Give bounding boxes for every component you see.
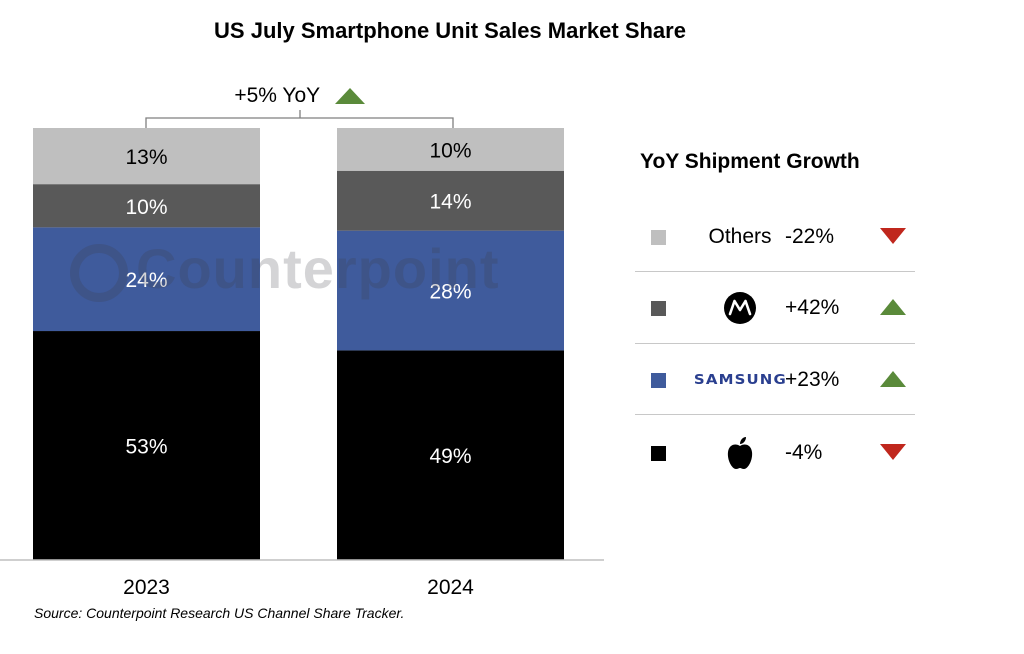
samsung-wordmark: SAMSUNG [693,372,787,388]
legend-brand-logo [685,417,795,489]
down-triangle-icon [880,228,906,244]
yoy-total-text: +5% YoY [234,84,320,107]
data-label-others-2024: 10% [429,139,471,162]
legend-growth-value: +42% [785,296,840,319]
legend-divider [635,414,915,415]
data-label-samsung-2024: 28% [429,281,471,304]
stacked-bar-chart: 53% 24% 10% 13% 49% 28% 14% 10% 2023 2024 [0,110,604,599]
legend-row-samsung: SAMSUNG +23% [635,344,915,416]
legend-growth-value: -22% [785,225,835,248]
yoy-total-annotation: +5% YoY [200,84,400,108]
legend-brand-logo: SAMSUNG [685,344,795,416]
x-tick-label-2023: 2023 [123,576,170,599]
legend-divider [635,343,915,344]
legend-divider [635,271,915,272]
chart-title: US July Smartphone Unit Sales Market Sha… [214,18,686,43]
up-triangle-icon [334,88,365,105]
data-label-motorola-2024: 14% [429,191,471,214]
data-label-samsung-2023: 24% [125,269,167,292]
apple-logo-icon [727,437,753,469]
down-triangle-icon [880,444,906,460]
legend-swatch [651,373,666,388]
legend-brand-logo [685,272,795,344]
bar-segment-motorola-2023 [33,184,260,228]
bar-segment-others-2023 [33,128,260,185]
legend-row-motorola: +42% [635,272,915,344]
bar-segment-motorola-2024 [337,170,564,231]
bar-segment-samsung-2024 [337,230,564,351]
legend-swatch [651,446,666,461]
legend-brand-label: Others [708,225,772,248]
bar-segment-others-2024 [337,128,564,171]
up-triangle-icon [880,371,906,387]
source-note: Source: Counterpoint Research US Channel… [34,605,405,621]
data-label-others-2023: 13% [125,146,167,169]
bar-segment-apple-2023 [33,331,260,560]
up-triangle-icon [880,299,906,315]
bar-segment-samsung-2023 [33,227,260,332]
bar-segment-apple-2024 [337,350,564,560]
legend-row-apple: -4% [635,417,915,489]
x-tick-label-2024: 2024 [427,576,474,599]
legend-row-others: Others -22% [635,201,915,273]
legend-swatch [651,301,666,316]
legend-title: YoY Shipment Growth [640,150,860,173]
data-label-apple-2023: 53% [125,436,167,459]
data-label-motorola-2023: 10% [125,196,167,219]
legend-growth-value: +23% [785,368,840,391]
yoy-bracket [145,110,454,128]
motorola-logo-icon [724,292,756,324]
legend-swatch [651,230,666,245]
data-label-apple-2024: 49% [429,445,471,468]
legend-growth-value: -4% [785,441,823,464]
